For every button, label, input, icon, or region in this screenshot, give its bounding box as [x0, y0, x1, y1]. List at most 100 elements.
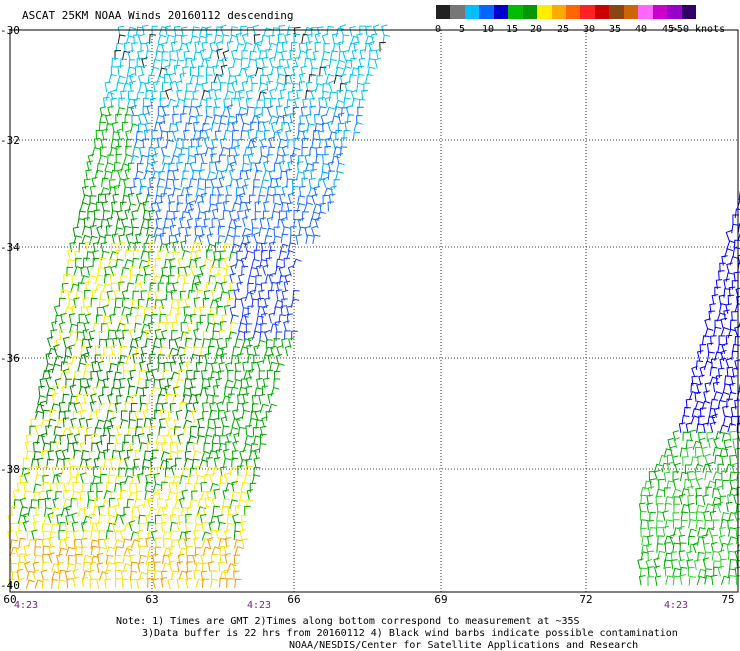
wind-barb: [97, 370, 103, 380]
wind-barb: [48, 419, 56, 428]
wind-barb: [192, 27, 200, 36]
wind-barb: [368, 59, 375, 68]
wind-barb: [721, 318, 727, 328]
wind-barb: [187, 547, 193, 556]
wind-barb: [235, 522, 241, 531]
wind-barb: [726, 446, 732, 456]
wind-barb: [116, 259, 124, 268]
wind-barb: [146, 51, 153, 60]
wind-barb: [708, 343, 714, 353]
wind-barb: [729, 576, 736, 585]
wind-barb: [100, 474, 107, 483]
wind-barb: [219, 177, 225, 187]
wind-barb: [108, 330, 115, 339]
wind-barb: [238, 428, 245, 437]
wind-barb: [243, 362, 249, 372]
wind-barb: [123, 579, 129, 588]
wind-barb: [214, 458, 220, 468]
wind-barb: [165, 26, 171, 36]
wind-barb: [711, 399, 718, 408]
wind-barb: [237, 282, 243, 292]
wind-barb: [157, 395, 165, 404]
wind-barb: [61, 313, 67, 323]
wind-barb: [139, 370, 145, 379]
wind-barb: [192, 170, 199, 179]
wind-barb: [325, 97, 331, 107]
wind-barb: [174, 35, 181, 44]
wind-barb: [358, 107, 364, 116]
wind-barb: [121, 91, 127, 101]
wind-barb: [135, 67, 141, 76]
wind-barb: [656, 521, 663, 530]
wind-barb: [125, 468, 133, 477]
wind-barb: [125, 209, 131, 219]
wind-barb: [227, 227, 235, 236]
wind-barb: [164, 476, 172, 485]
wind-barb: [336, 172, 344, 181]
wind-barb: [139, 572, 148, 581]
wind-barb: [81, 451, 89, 460]
wind-barb: [147, 227, 155, 236]
wind-barb: [698, 528, 706, 537]
wind-barb: [246, 387, 252, 397]
wind-barb: [153, 484, 161, 493]
wind-barb: [83, 298, 89, 308]
wind-barb: [105, 82, 111, 92]
wind-barb: [254, 458, 260, 468]
wind-barb: [329, 92, 336, 101]
wind-barb: [247, 107, 254, 116]
wind-barb: [133, 291, 139, 300]
wind-barb: [264, 202, 270, 212]
wind-barb: [50, 532, 56, 541]
wind-barb: [296, 235, 302, 245]
wind-barb: [706, 487, 712, 496]
wind-barb: [166, 179, 173, 188]
wind-barb: [131, 579, 137, 589]
wind-barb: [163, 228, 169, 237]
wind-barb: [723, 481, 729, 490]
wind-barb: [125, 169, 131, 179]
wind-barb: [104, 450, 110, 460]
wind-barb: [732, 281, 738, 290]
wind-barb: [38, 396, 46, 405]
wind-barb: [163, 105, 169, 116]
wind-barb: [352, 98, 360, 107]
wind-barb: [116, 114, 122, 123]
wind-barb: [696, 361, 703, 370]
wind-barb: [166, 140, 174, 149]
wind-barb: [315, 42, 321, 51]
wind-barb: [122, 298, 129, 307]
wind-barb: [295, 27, 301, 37]
wind-barb: [113, 411, 119, 420]
note-line-3: NOAA/NESDIS/Center for Satellite Applica…: [289, 640, 638, 651]
wind-barb: [117, 108, 125, 117]
wind-barb: [86, 170, 92, 180]
wind-barb: [640, 512, 646, 521]
wind-barb: [647, 503, 653, 513]
wind-barb: [690, 430, 696, 440]
wind-barb: [215, 89, 221, 99]
wind-barb: [204, 259, 213, 268]
wind-barb: [108, 507, 114, 517]
wind-barb: [26, 441, 32, 451]
wind-barb: [176, 458, 182, 467]
wind-barb: [107, 299, 115, 308]
wind-barb: [218, 236, 225, 245]
wind-barb: [735, 326, 740, 337]
wind-barb: [201, 482, 207, 492]
wind-barb: [128, 386, 135, 395]
wind-barb: [232, 492, 239, 501]
wind-barb: [734, 511, 740, 521]
wind-barb: [318, 27, 324, 37]
wind-barb: [140, 443, 148, 452]
wind-barb: [655, 576, 661, 586]
wind-barb: [49, 537, 55, 547]
wind-barb: [148, 322, 154, 332]
wind-barb: [157, 179, 165, 188]
wind-barb: [223, 459, 231, 468]
wind-barb: [248, 154, 254, 164]
wind-barb: [35, 425, 41, 435]
wind-barb: [236, 417, 242, 428]
wind-barb: [88, 276, 95, 285]
wind-barb: [239, 492, 247, 501]
